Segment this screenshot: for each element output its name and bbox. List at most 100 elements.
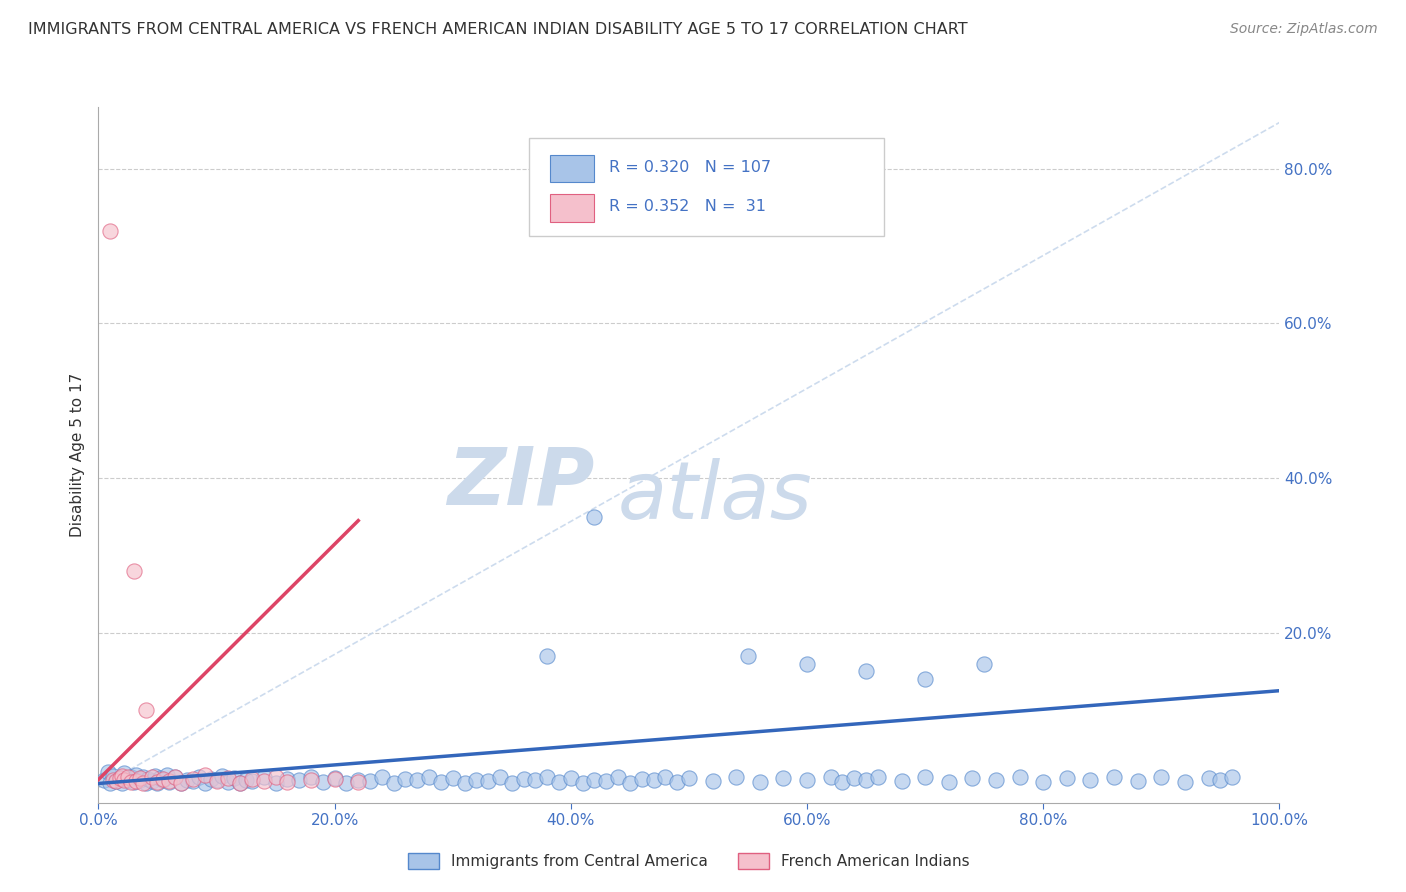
Point xyxy=(98,224,121,238)
Point xyxy=(200,772,222,786)
Point xyxy=(152,772,174,786)
Point xyxy=(1150,770,1173,784)
Point xyxy=(132,770,155,784)
Point xyxy=(122,564,145,578)
Text: atlas: atlas xyxy=(619,458,813,536)
Point xyxy=(855,773,877,788)
Y-axis label: Disability Age 5 to 17: Disability Age 5 to 17 xyxy=(70,373,86,537)
Point xyxy=(583,509,606,524)
Point xyxy=(855,665,877,679)
Point xyxy=(654,770,676,784)
Point xyxy=(125,774,148,789)
Point xyxy=(418,770,440,784)
Point xyxy=(748,775,770,789)
Point xyxy=(121,770,143,784)
Point xyxy=(187,770,209,784)
Point xyxy=(194,775,217,789)
Point xyxy=(406,773,429,788)
Point xyxy=(643,773,665,788)
Point xyxy=(299,773,322,788)
Point xyxy=(323,771,346,785)
Point xyxy=(135,703,157,717)
Point xyxy=(217,771,239,785)
Point xyxy=(453,776,475,790)
Point xyxy=(117,772,139,787)
Point xyxy=(141,770,163,784)
Point xyxy=(135,776,157,790)
Point xyxy=(176,772,198,787)
Point xyxy=(1126,774,1149,789)
Bar xyxy=(550,154,595,183)
Point xyxy=(181,774,204,789)
Point xyxy=(165,770,187,784)
Point xyxy=(335,776,357,790)
Point xyxy=(299,770,322,784)
Point xyxy=(121,775,143,789)
Point xyxy=(501,775,523,789)
Point xyxy=(441,771,464,785)
Point xyxy=(224,771,246,785)
Point xyxy=(1198,771,1220,785)
Point xyxy=(112,773,135,788)
Point xyxy=(866,770,889,784)
Point xyxy=(890,774,912,789)
Point xyxy=(678,771,700,785)
Point xyxy=(240,772,263,786)
Point xyxy=(1008,770,1031,784)
Point xyxy=(323,772,346,786)
Point xyxy=(108,771,131,785)
Point xyxy=(430,775,453,789)
Point xyxy=(1102,770,1125,784)
Point xyxy=(205,774,228,789)
Point xyxy=(1220,770,1243,784)
Point xyxy=(312,775,335,789)
Point xyxy=(194,768,217,782)
Point xyxy=(630,772,652,786)
Point xyxy=(1032,775,1054,789)
Point xyxy=(156,768,179,782)
Point xyxy=(820,770,842,784)
Point xyxy=(962,771,984,785)
Point xyxy=(235,772,257,787)
Point xyxy=(157,775,180,789)
Point xyxy=(465,772,488,787)
Point xyxy=(347,772,370,787)
Point xyxy=(725,770,748,784)
Point xyxy=(136,772,159,786)
Point xyxy=(1080,773,1102,788)
Point xyxy=(571,776,593,790)
Point xyxy=(128,771,150,785)
Point xyxy=(146,775,169,789)
FancyBboxPatch shape xyxy=(530,138,884,235)
Point xyxy=(595,774,617,789)
Point xyxy=(1174,775,1197,789)
Point xyxy=(702,774,724,789)
Text: R = 0.320   N = 107: R = 0.320 N = 107 xyxy=(609,160,770,175)
Point xyxy=(117,770,139,784)
Point xyxy=(536,648,558,663)
Point xyxy=(264,775,287,789)
Text: IMMIGRANTS FROM CENTRAL AMERICA VS FRENCH AMERICAN INDIAN DISABILITY AGE 5 TO 17: IMMIGRANTS FROM CENTRAL AMERICA VS FRENC… xyxy=(28,22,967,37)
Point xyxy=(796,773,818,788)
Point xyxy=(347,775,370,789)
Point xyxy=(560,771,582,785)
Point xyxy=(737,648,759,663)
Legend: Immigrants from Central America, French American Indians: Immigrants from Central America, French … xyxy=(402,847,976,875)
Text: ZIP: ZIP xyxy=(447,443,595,522)
Point xyxy=(1056,771,1078,785)
Text: R = 0.352   N =  31: R = 0.352 N = 31 xyxy=(609,200,766,214)
Point xyxy=(143,769,166,783)
Point xyxy=(394,772,416,786)
Point xyxy=(98,776,121,790)
Point xyxy=(288,773,311,788)
Point xyxy=(101,769,124,783)
Point xyxy=(666,775,689,789)
Point xyxy=(125,768,148,782)
Point xyxy=(101,772,124,787)
Point xyxy=(181,772,204,786)
Point xyxy=(229,775,252,789)
Point xyxy=(831,775,853,789)
Point xyxy=(253,774,276,789)
Point xyxy=(217,775,239,789)
Point xyxy=(105,774,128,789)
